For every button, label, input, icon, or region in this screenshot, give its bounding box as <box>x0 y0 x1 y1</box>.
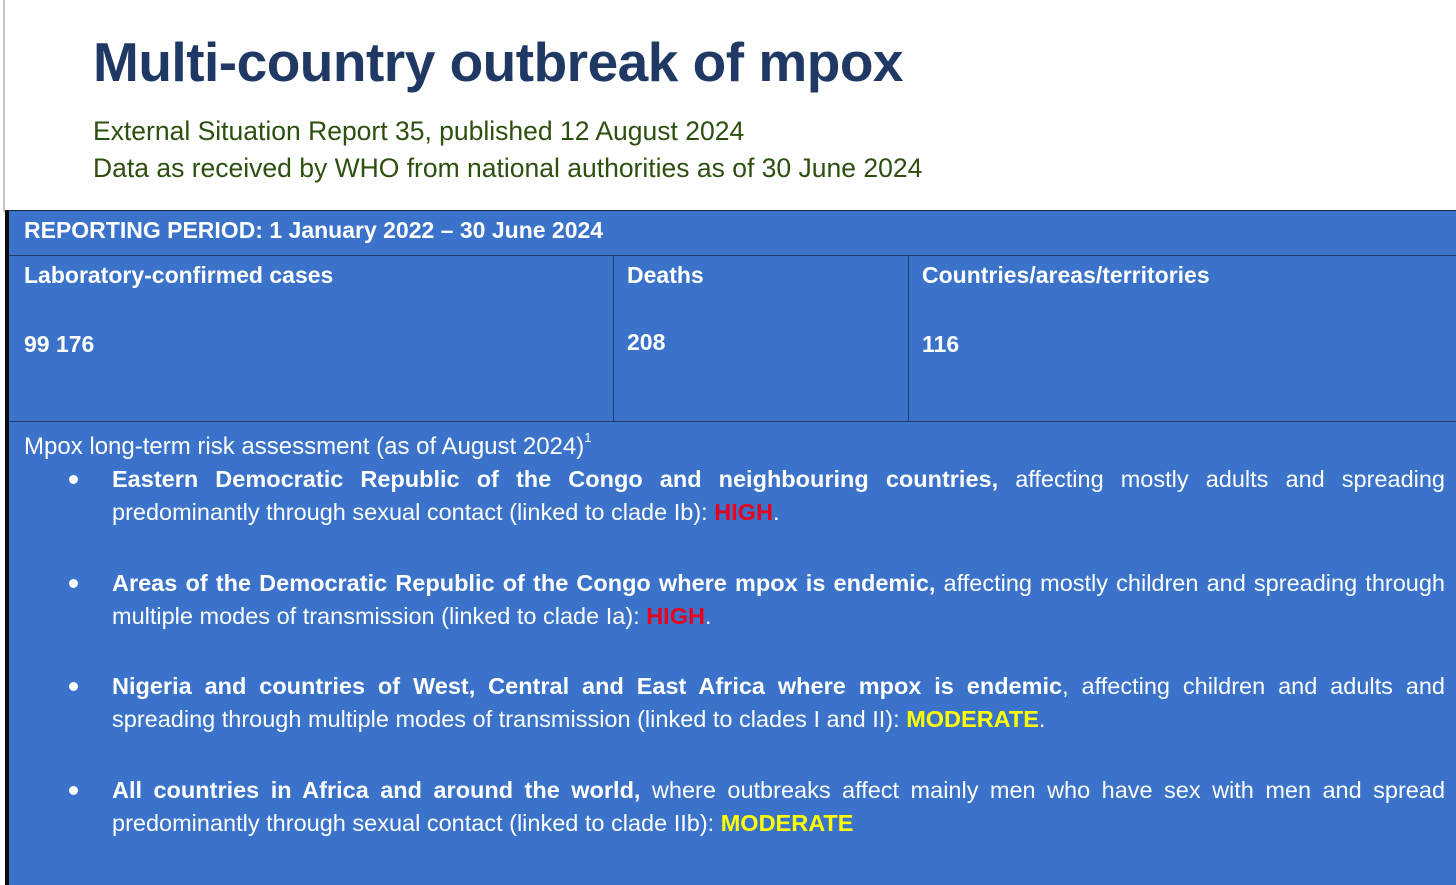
risk-level-high: HIGH <box>714 499 773 525</box>
risk-trail: . <box>772 499 780 525</box>
risk-region: Areas of the Democratic Republic of the … <box>112 570 936 596</box>
divider <box>9 421 1456 422</box>
deaths-value: 208 <box>627 329 666 355</box>
risk-region: Nigeria and countries of West, Central a… <box>112 673 1063 699</box>
footnote-marker: 1 <box>584 430 592 445</box>
cases-value: 99 176 <box>24 331 95 357</box>
cases-label: Laboratory-confirmed cases <box>24 262 334 288</box>
bullet-icon <box>69 579 78 588</box>
divider <box>613 256 614 422</box>
countries-label: Countries/areas/territories <box>922 262 1210 288</box>
risk-item-text: Nigeria and countries of West, Central a… <box>112 670 1445 736</box>
bullet-icon <box>69 682 78 691</box>
deaths-label: Deaths <box>627 262 704 288</box>
page-left-rule <box>3 0 5 212</box>
bullet-icon <box>69 475 78 484</box>
risk-level-moderate: MODERATE <box>906 706 1039 732</box>
risk-description: affecting mostly children and spreading … <box>112 570 1445 629</box>
report-subtitle: External Situation Report 35, published … <box>93 116 745 146</box>
risk-assessment-title: Mpox long-term risk assessment (as of Au… <box>24 426 591 462</box>
risk-description: where outbreaks affect mainly men who ha… <box>112 777 1446 836</box>
risk-item-text: All countries in Africa and around the w… <box>112 774 1445 840</box>
risk-description: affecting mostly adults and spreading pr… <box>112 466 1446 525</box>
summary-panel: REPORTING PERIOD: 1 January 2022 – 30 Ju… <box>5 210 1456 885</box>
divider <box>908 256 909 422</box>
risk-assessment-title-text: Mpox long-term risk assessment (as of Au… <box>24 433 585 460</box>
risk-trail: . <box>1038 706 1046 732</box>
countries-value: 116 <box>922 331 960 357</box>
report-title: Multi-country outbreak of mpox <box>93 31 904 93</box>
divider <box>9 255 1456 256</box>
risk-description: , affecting children and adults and spre… <box>112 673 1445 732</box>
risk-level-high: HIGH <box>646 603 705 629</box>
risk-region: All countries in Africa and around the w… <box>112 777 641 803</box>
risk-region: Eastern Democratic Republic of the Congo… <box>112 466 999 492</box>
risk-item-text: Eastern Democratic Republic of the Congo… <box>112 463 1445 529</box>
reporting-period: REPORTING PERIOD: 1 January 2022 – 30 Ju… <box>24 217 604 243</box>
risk-trail: . <box>704 603 712 629</box>
risk-level-moderate: MODERATE <box>720 810 854 836</box>
risk-item-text: Areas of the Democratic Republic of the … <box>112 567 1445 633</box>
data-source-note: Data as received by WHO from national au… <box>93 153 923 183</box>
bullet-icon <box>69 786 78 795</box>
